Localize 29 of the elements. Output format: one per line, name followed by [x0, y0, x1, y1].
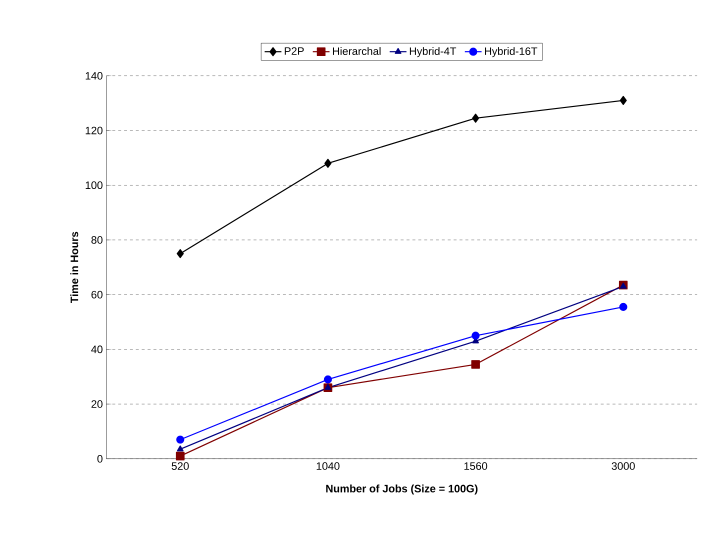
y-tick-label: 60	[91, 290, 103, 298]
legend-label: P2P	[284, 47, 304, 55]
legend-label: Hierarchal	[332, 46, 381, 55]
y-tick-label: 20	[91, 400, 103, 408]
x-tick-label: 1560	[464, 462, 488, 470]
x-axis-title: Number of Jobs (Size = 100G)	[326, 484, 478, 494]
point	[176, 435, 184, 444]
x-tick-label: 520	[172, 462, 189, 470]
legend-label: Hybrid-16T	[485, 46, 538, 57]
x-tick-label: 3000	[612, 462, 635, 470]
point	[471, 360, 480, 369]
point	[620, 96, 627, 105]
point	[324, 158, 332, 168]
point	[176, 445, 184, 452]
point	[472, 113, 480, 123]
point	[472, 331, 480, 340]
y-tick-label: 120	[86, 126, 103, 134]
point	[619, 302, 628, 311]
y-tick-label: 100	[86, 181, 103, 189]
y-tick-label: 140	[86, 72, 103, 80]
point	[324, 375, 332, 384]
point	[176, 248, 184, 258]
point	[176, 452, 185, 460]
y-tick-label: 0	[97, 454, 103, 462]
y-tick-label: 80	[91, 236, 103, 244]
y-tick-label: 40	[91, 345, 103, 353]
x-tick-label: 1040	[316, 462, 340, 470]
y-axis-title: Time in Hours	[70, 232, 78, 303]
legend-label: Hybrid-4T	[410, 46, 456, 57]
